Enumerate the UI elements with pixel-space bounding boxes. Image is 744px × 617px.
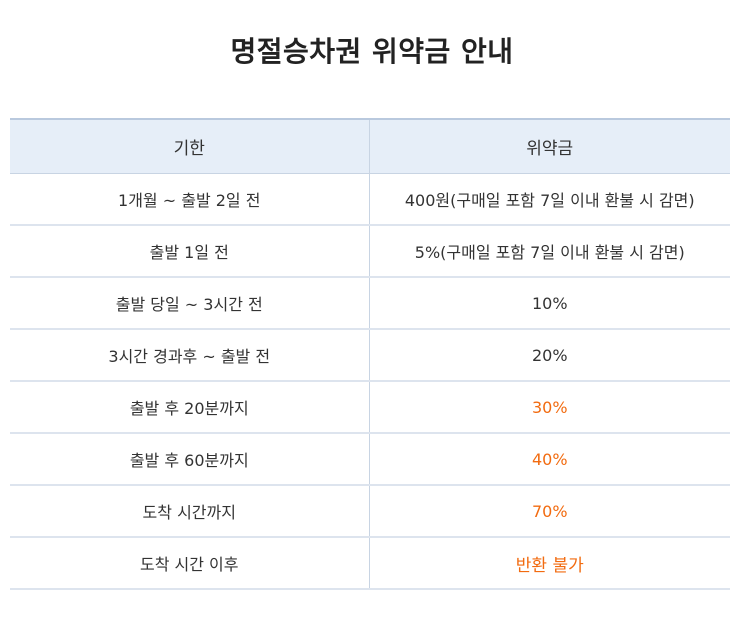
- column-header-period: 기한: [10, 118, 370, 174]
- period-cell: 3시간 경과후 ~ 출발 전: [10, 329, 370, 382]
- fee-cell: 5%(구매일 포함 7일 이내 환불 시 감면): [369, 225, 730, 278]
- table-row: 출발 당일 ~ 3시간 전 10%: [10, 277, 730, 330]
- period-cell: 도착 시간까지: [10, 485, 370, 538]
- period-cell: 1개월 ~ 출발 2일 전: [10, 173, 370, 226]
- fee-cell-highlight: 70%: [369, 485, 730, 538]
- period-cell: 출발 1일 전: [10, 225, 370, 278]
- table-header-row: 기한 위약금: [10, 118, 730, 174]
- period-cell: 출발 후 20분까지: [10, 381, 370, 434]
- cancellation-fee-table: 기한 위약금 1개월 ~ 출발 2일 전 400원(구매일 포함 7일 이내 환…: [10, 118, 730, 590]
- fee-cell-highlight: 40%: [369, 433, 730, 486]
- period-cell: 출발 후 60분까지: [10, 433, 370, 486]
- fee-cell-highlight: 30%: [369, 381, 730, 434]
- fee-cell: 20%: [369, 329, 730, 382]
- table-row: 도착 시간 이후 반환 불가: [10, 537, 730, 590]
- table-row: 도착 시간까지 70%: [10, 485, 730, 538]
- table-body: 1개월 ~ 출발 2일 전 400원(구매일 포함 7일 이내 환불 시 감면)…: [10, 173, 730, 590]
- fee-cell-no-refund: 반환 불가: [369, 537, 730, 590]
- table-row: 3시간 경과후 ~ 출발 전 20%: [10, 329, 730, 382]
- column-header-fee: 위약금: [369, 118, 730, 174]
- table-row: 출발 후 20분까지 30%: [10, 381, 730, 434]
- table-row: 1개월 ~ 출발 2일 전 400원(구매일 포함 7일 이내 환불 시 감면): [10, 173, 730, 226]
- period-cell: 출발 당일 ~ 3시간 전: [10, 277, 370, 330]
- table-row: 출발 후 60분까지 40%: [10, 433, 730, 486]
- table-header: 기한 위약금: [10, 118, 730, 174]
- fee-cell: 10%: [369, 277, 730, 330]
- table-row: 출발 1일 전 5%(구매일 포함 7일 이내 환불 시 감면): [10, 225, 730, 278]
- fee-cell: 400원(구매일 포함 7일 이내 환불 시 감면): [369, 173, 730, 226]
- page-title: 명절승차권 위약금 안내: [230, 35, 514, 68]
- period-cell: 도착 시간 이후: [10, 537, 370, 590]
